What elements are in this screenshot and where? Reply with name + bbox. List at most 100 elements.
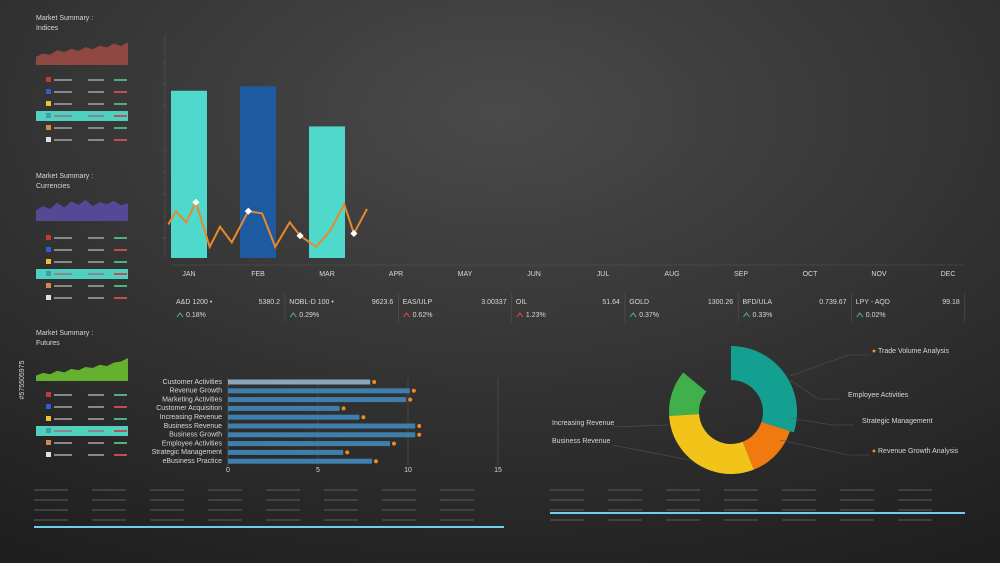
x-tick-label: JUL (597, 271, 610, 278)
x-tick-label: SEP (734, 271, 748, 278)
point (244, 207, 252, 215)
bar (309, 126, 345, 259)
ticker-change: 0.62% (413, 312, 433, 319)
ticker-change: 0.37% (639, 312, 659, 319)
ticker-value: 5380.2 (259, 299, 281, 306)
row-icon (46, 77, 51, 82)
row-icon (46, 101, 51, 106)
row-icon (46, 247, 51, 252)
bar-end (374, 459, 378, 464)
leader-line (789, 354, 870, 377)
ticker-name: EAS/ULP (403, 299, 433, 306)
bar (228, 441, 390, 447)
bar-end (411, 388, 416, 393)
x-tick-label: 10 (404, 467, 412, 474)
bar (228, 414, 360, 420)
area (36, 199, 128, 221)
ticker-change: 0.29% (299, 312, 319, 319)
bar (240, 86, 276, 258)
x-tick-label: MAR (319, 271, 335, 278)
leader-line (789, 379, 840, 400)
row-highlight (36, 426, 128, 436)
annotation: Employee Activities (848, 392, 909, 399)
ticker-name: NOBL-D 100 • (289, 299, 334, 306)
ticker-value: 99.18 (942, 299, 960, 306)
panel-title: Market Summary : (36, 15, 93, 22)
row-icon (46, 125, 51, 130)
donut-segment (731, 346, 797, 433)
row-icon (46, 440, 51, 445)
bar (228, 432, 416, 438)
panel-title: Market Summary : (36, 173, 93, 180)
bar-end (417, 432, 422, 437)
row-icon (46, 235, 51, 240)
ticker-arrow (516, 312, 524, 318)
bar (228, 449, 344, 455)
point (192, 198, 200, 206)
x-tick-label: DEC (941, 271, 956, 278)
bar (228, 458, 372, 464)
y-tick-label: Strategic Management (152, 449, 222, 456)
x-tick-label: MAY (458, 271, 473, 278)
y-tick-label: Customer Acquisition (156, 405, 222, 412)
row-icon (46, 259, 51, 264)
ticker-arrow (289, 312, 297, 318)
ticker-value: 0.739.67 (819, 299, 846, 306)
point (296, 232, 304, 240)
panel-subtitle: Futures (36, 340, 60, 347)
x-tick-label: 5 (316, 467, 320, 474)
annotation: Increasing Revenue (552, 420, 614, 427)
ticker-arrow (743, 312, 750, 318)
bar (228, 388, 410, 394)
ticker-change: 1.23% (526, 312, 546, 319)
y-tick-label: Revenue Growth (169, 388, 222, 395)
ticker-change: 0.02% (866, 312, 886, 319)
donut-segment (669, 414, 754, 475)
ticker-name: LPY - AQD (856, 299, 890, 306)
leader-line (789, 417, 854, 426)
leader-line (611, 444, 691, 461)
row-highlight (36, 269, 128, 279)
donut-segment (669, 372, 707, 416)
row-icon (46, 89, 51, 94)
y-tick-label: Business Revenue (164, 423, 222, 430)
row-highlight (36, 111, 128, 121)
ticker-arrow (176, 312, 184, 318)
row-icon (46, 137, 51, 142)
row-icon (46, 283, 51, 288)
x-tick-label: AUG (664, 271, 679, 278)
area (36, 358, 128, 381)
row-icon (46, 113, 51, 118)
ticker-change: 0.18% (186, 312, 206, 319)
y-tick-label: Increasing Revenue (160, 414, 222, 421)
bar-end (392, 441, 396, 446)
point (350, 229, 358, 238)
annotation: Trade Volume Analysis (878, 348, 949, 355)
annotation: Strategic Management (862, 418, 932, 425)
x-tick-label: JUN (527, 271, 541, 278)
row-icon (46, 428, 51, 433)
annotation: Revenue Growth Analysis (878, 448, 959, 455)
x-tick-label: APR (389, 271, 403, 278)
ticker-name: OIL (516, 299, 527, 306)
bar (228, 397, 407, 403)
leader-line (611, 424, 669, 428)
ticker-name: A&D 1200 • (176, 299, 213, 306)
x-tick-label: 15 (494, 467, 502, 474)
ticker-arrow (856, 312, 864, 318)
x-tick-label: NOV (871, 271, 887, 278)
annotation-dot (872, 349, 876, 353)
line (167, 199, 368, 250)
bar-end (417, 424, 422, 428)
bar-end (341, 406, 346, 411)
y-tick-label: eBusiness Practice (162, 458, 222, 465)
ticker-value: 9623.6 (372, 299, 394, 306)
row-icon (46, 416, 51, 421)
ticker-value: 1300.26 (708, 299, 733, 306)
row-icon (46, 271, 51, 276)
ticker-arrow (629, 312, 637, 318)
ticker-arrow (403, 312, 410, 318)
y-tick-label: Marketing Activities (162, 396, 222, 403)
annotation-dot (872, 449, 876, 453)
